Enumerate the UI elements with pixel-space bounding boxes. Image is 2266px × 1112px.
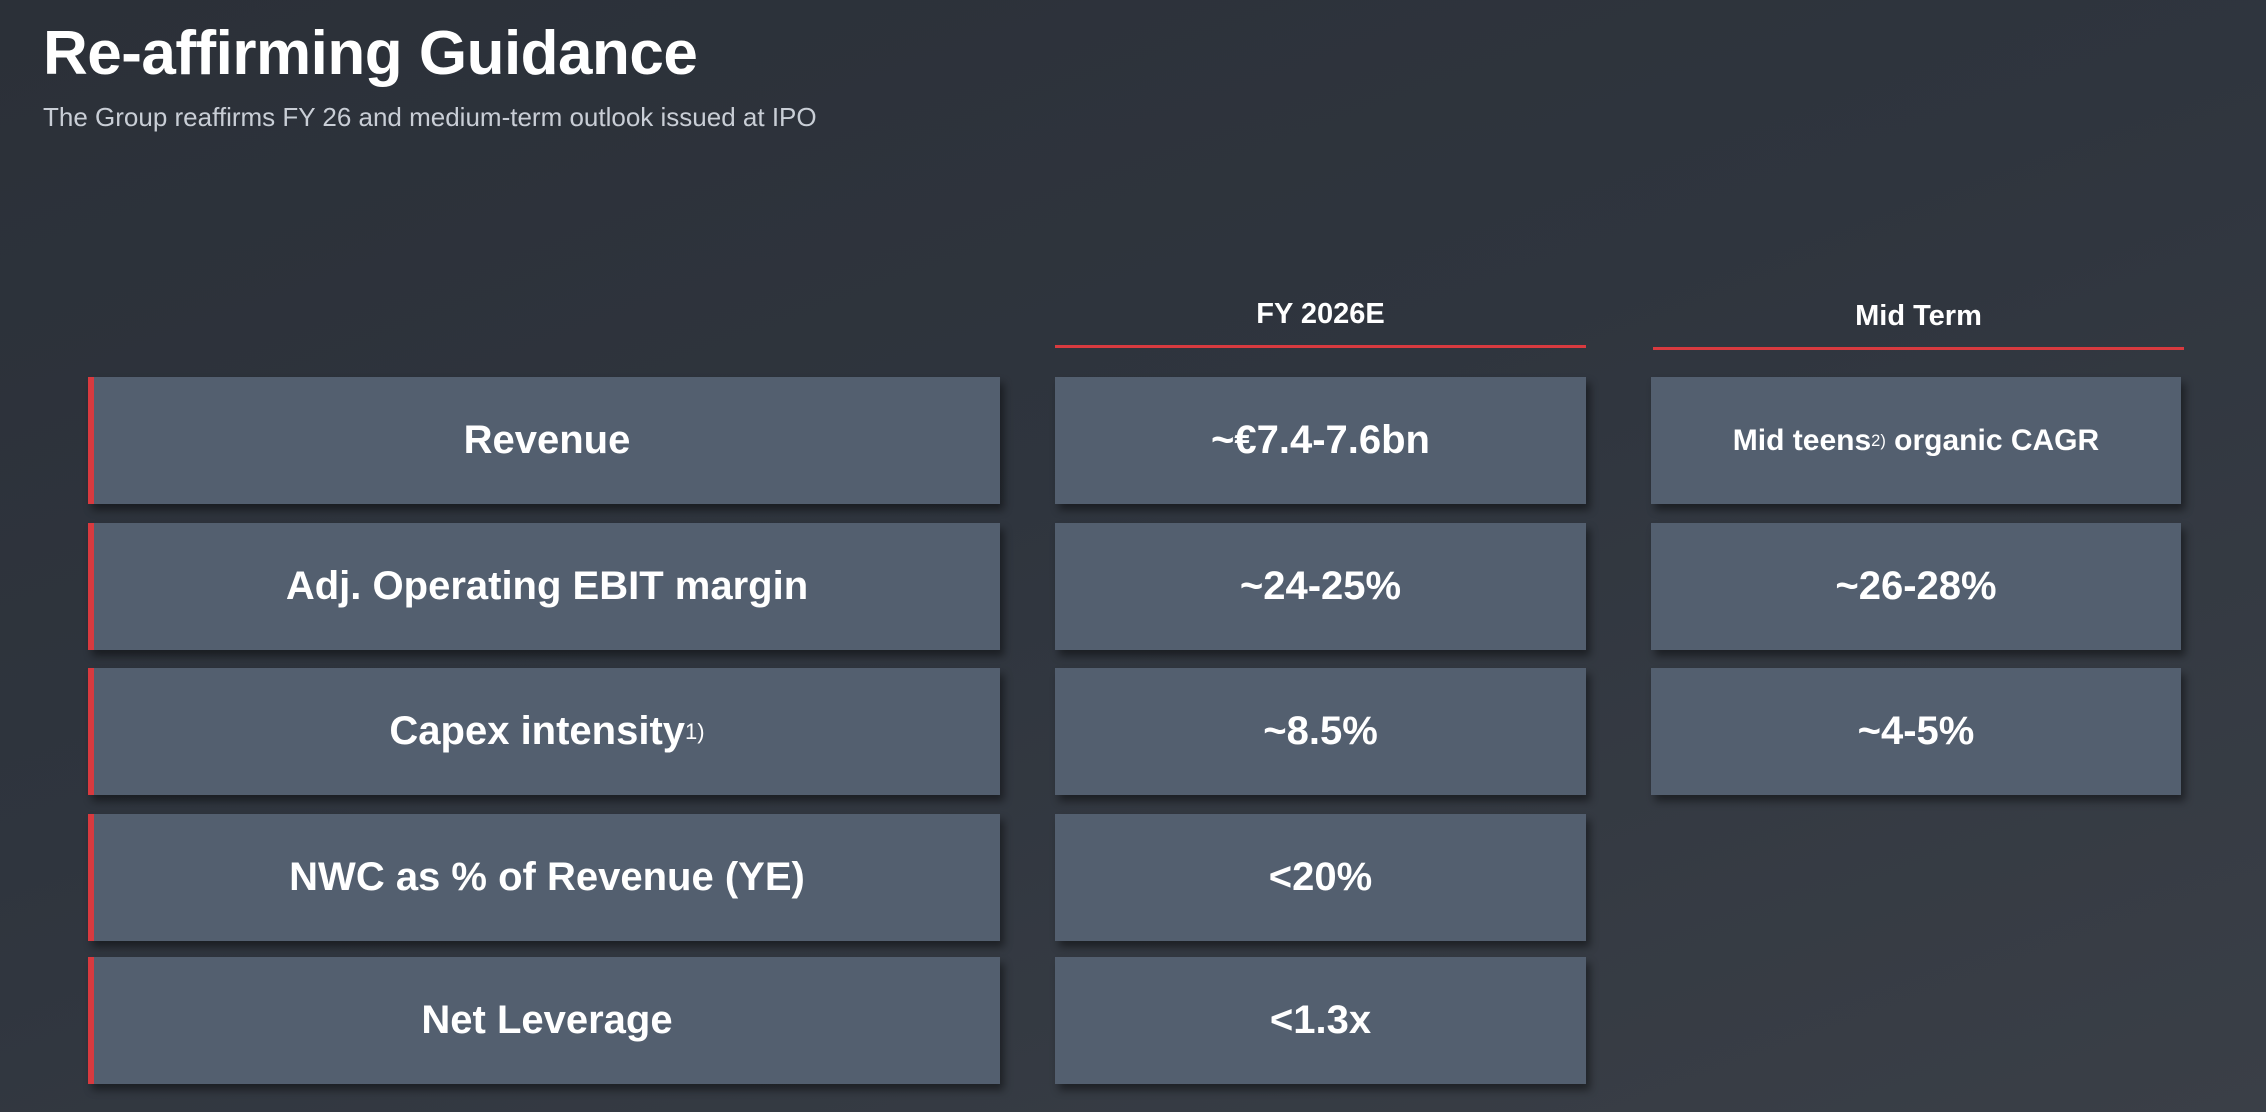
row-label-text: Capex intensity [389,709,686,753]
row-label-adj-operating-ebit-margin: Adj. Operating EBIT margin [88,523,1000,650]
mid-term-value-ebit-margin: ~26-28% [1651,523,2181,650]
fy-value-text: <20% [1268,855,1373,899]
fy-value-revenue: ~€7.4-7.6bn [1055,377,1586,504]
column-header-mid-term: Mid Term [1653,292,2184,350]
fy-value-text: <1.3x [1269,998,1372,1042]
fy-value-ebit-margin: ~24-25% [1055,523,1586,650]
page-subtitle: The Group reaffirms FY 26 and medium-ter… [43,102,817,132]
fy-value-text: ~8.5% [1263,709,1378,753]
mid-term-value-text: ~26-28% [1835,564,1997,608]
fy-value-text: ~24-25% [1239,564,1402,608]
mid-term-value-capex-intensity: ~4-5% [1651,668,2181,795]
fy-value-text: ~€7.4-7.6bn [1210,418,1430,462]
fy-value-net-leverage: <1.3x [1055,957,1586,1084]
row-label-text: Revenue [463,418,631,462]
mid-term-value-suffix: organic CAGR [1885,423,2100,457]
row-label-nwc: NWC as % of Revenue (YE) [88,814,1000,941]
row-label-capex-intensity: Capex intensity 1) [88,668,1000,795]
mid-term-value-text: ~4-5% [1857,709,1975,753]
row-label-revenue: Revenue [88,377,1000,504]
fy-value-capex-intensity: ~8.5% [1055,668,1586,795]
fy-value-nwc: <20% [1055,814,1586,941]
row-label-text: Net Leverage [421,998,673,1042]
page-title: Re-affirming Guidance [43,19,698,88]
row-label-net-leverage: Net Leverage [88,957,1000,1084]
mid-term-value-text: Mid teens [1732,423,1872,457]
row-label-text: Adj. Operating EBIT margin [285,564,809,608]
mid-term-value-revenue: Mid teens 2) organic CAGR [1651,377,2181,504]
row-label-text: NWC as % of Revenue (YE) [289,855,805,899]
column-header-fy2026e: FY 2026E [1055,290,1586,348]
